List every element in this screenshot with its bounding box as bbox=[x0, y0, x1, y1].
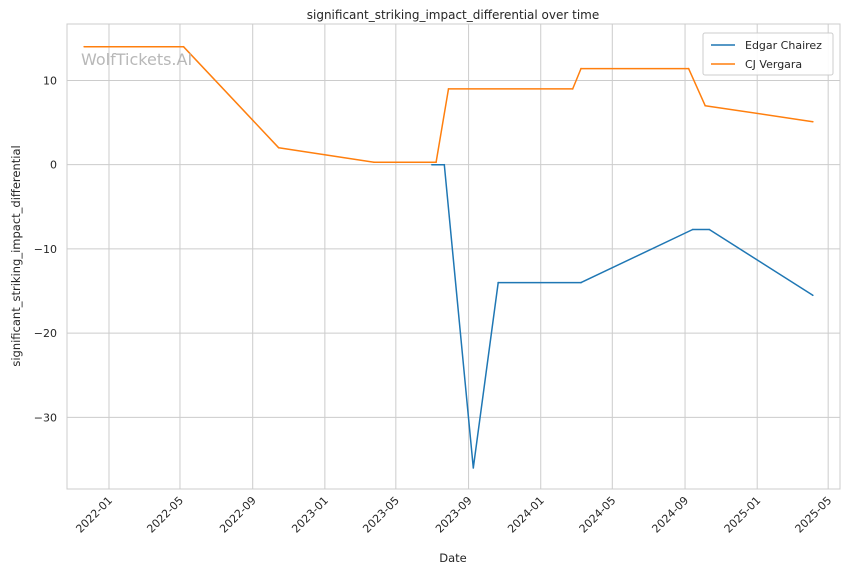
x-tick-label: 2023-05 bbox=[360, 494, 402, 536]
y-tick-label: −30 bbox=[34, 411, 57, 424]
data-point-cj-vergara bbox=[277, 147, 280, 149]
data-point-cj-vergara bbox=[571, 88, 574, 90]
x-tick-label: 2022-09 bbox=[217, 494, 259, 536]
x-tick-label: 2024-09 bbox=[649, 494, 691, 536]
data-point-edgar-chairez bbox=[443, 163, 446, 166]
data-point-cj-vergara bbox=[687, 67, 690, 70]
y-tick-label: −10 bbox=[34, 243, 57, 256]
x-tick-label: 2025-01 bbox=[722, 494, 764, 536]
legend: Edgar Chairez CJ Vergara bbox=[702, 32, 834, 76]
data-point-cj-vergara bbox=[580, 67, 582, 70]
data-point-edgar-chairez bbox=[472, 467, 475, 469]
watermark: WolfTickets.AI bbox=[81, 50, 192, 69]
x-axis: 2022-01 2022-05 2022-09 2023-01 2023-05 2023-… bbox=[73, 494, 834, 536]
data-point-cj-vergara bbox=[83, 45, 85, 48]
y-axis: −30 −20 −10 0 10 bbox=[34, 74, 57, 424]
data-point-cj-vergara bbox=[812, 120, 814, 123]
x-tick-label: 2022-05 bbox=[144, 494, 186, 536]
chart-title: significant_striking_impact_differential… bbox=[307, 8, 599, 22]
data-point-cj-vergara bbox=[373, 161, 375, 163]
x-axis-title: Date bbox=[439, 551, 467, 565]
data-point-edgar-chairez bbox=[497, 281, 500, 284]
data-point-edgar-chairez bbox=[812, 294, 814, 297]
x-tick-label: 2025-05 bbox=[793, 494, 835, 536]
data-point-edgar-chairez bbox=[580, 281, 582, 284]
y-tick-label: 10 bbox=[43, 74, 57, 87]
x-tick-label: 2023-01 bbox=[289, 494, 331, 536]
x-tick-label: 2024-05 bbox=[577, 494, 619, 536]
data-point-edgar-chairez bbox=[708, 228, 711, 231]
data-point-cj-vergara bbox=[435, 161, 437, 163]
x-tick-label: 2022-01 bbox=[73, 494, 115, 536]
series-line-edgar-chairez bbox=[431, 163, 814, 469]
data-point-cj-vergara bbox=[447, 88, 450, 90]
data-point-cj-vergara bbox=[704, 104, 706, 107]
data-point-edgar-chairez bbox=[691, 228, 694, 231]
y-tick-label: 0 bbox=[50, 159, 57, 172]
x-tick-label: 2024-01 bbox=[505, 494, 547, 536]
legend-box bbox=[702, 32, 834, 76]
data-point-edgar-chairez bbox=[431, 163, 433, 166]
legend-label-cj-vergara: CJ Vergara bbox=[745, 58, 802, 71]
x-tick-label: 2023-09 bbox=[433, 494, 475, 536]
y-axis-title: significant_striking_impact_differential bbox=[9, 145, 23, 366]
series-layer bbox=[83, 45, 814, 469]
y-tick-label: −20 bbox=[34, 327, 57, 340]
legend-label-edgar-chairez: Edgar Chairez bbox=[745, 39, 822, 52]
data-point-cj-vergara bbox=[182, 45, 185, 48]
